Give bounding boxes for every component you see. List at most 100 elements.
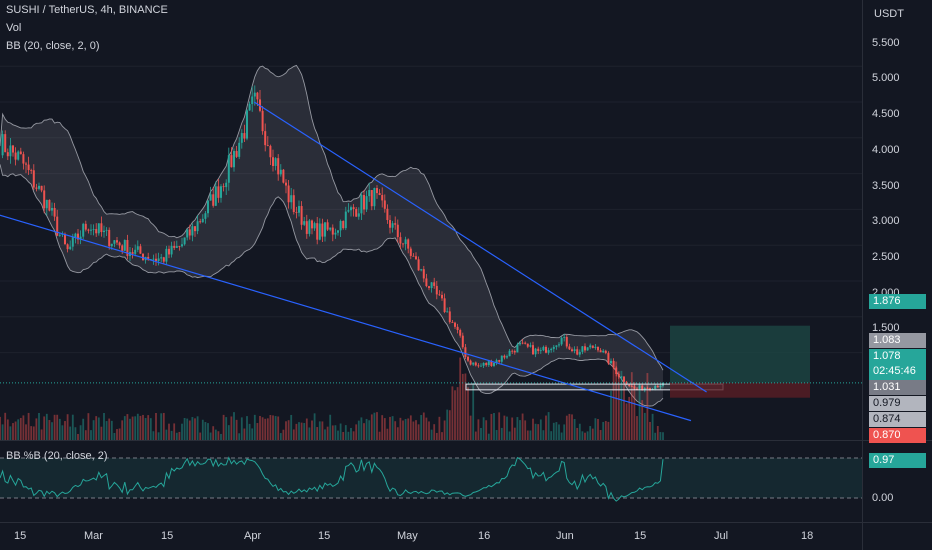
- candle-body: [610, 360, 612, 364]
- volume-bar: [139, 415, 142, 440]
- candle-body: [103, 230, 105, 233]
- candle-body: [396, 224, 399, 238]
- volume-bar: [529, 430, 532, 440]
- candle-body: [607, 353, 610, 364]
- volume-bar: [282, 429, 285, 440]
- target-price-badge: 1.876: [869, 294, 926, 309]
- candle-body: [139, 246, 142, 254]
- candle-body: [298, 206, 300, 213]
- candle-body: [659, 385, 662, 388]
- volume-bar: [116, 429, 118, 440]
- volume-bar: [324, 429, 326, 440]
- volume-bar: [415, 420, 417, 440]
- volume-bar: [615, 361, 618, 440]
- candle-body: [308, 220, 311, 234]
- candle-body: [399, 237, 402, 244]
- volume-bar: [480, 428, 482, 440]
- candle-body: [646, 388, 649, 389]
- volume-bar: [160, 413, 163, 440]
- price-tick: 3.500: [872, 180, 900, 192]
- candle-body: [542, 346, 545, 351]
- candle-body: [227, 155, 230, 183]
- volume-bar: [456, 387, 459, 440]
- volume-bar: [134, 416, 137, 440]
- candle-body: [420, 269, 423, 271]
- volume-bar: [0, 416, 1, 440]
- volume-bar: [404, 419, 407, 440]
- volume-bar: [121, 420, 124, 440]
- symbol-title[interactable]: SUSHI / TetherUS, 4h, BINANCE: [6, 4, 168, 16]
- candle-body: [51, 207, 53, 211]
- volume-bar: [175, 432, 178, 440]
- candle-body: [628, 384, 631, 387]
- volume-bar: [550, 431, 553, 440]
- volume-bar: [225, 417, 228, 440]
- stop-price-badge: 0.870: [869, 428, 926, 443]
- bb-legend[interactable]: BB (20, close, 2, 0): [6, 40, 100, 52]
- candle-body: [407, 239, 410, 249]
- volume-bar: [344, 425, 347, 440]
- last-price-value: 1.078: [873, 350, 901, 362]
- candle-body: [529, 345, 532, 347]
- candle-body: [105, 229, 108, 231]
- candle-body: [511, 350, 514, 352]
- candle-body: [378, 193, 381, 196]
- volume-bar: [118, 428, 121, 440]
- candle-body: [116, 240, 118, 243]
- candle-body: [285, 182, 287, 186]
- volume-bar: [568, 413, 571, 440]
- volume-bar: [383, 418, 386, 440]
- candle-body: [443, 298, 446, 312]
- candle-body: [363, 195, 365, 210]
- volume-bar: [269, 414, 272, 440]
- volume-bar: [490, 413, 493, 440]
- volume-bar: [656, 426, 659, 440]
- last-price-badge[interactable]: 1.078 02:45:46: [869, 349, 926, 381]
- volume-bar: [337, 430, 339, 440]
- candle-body: [656, 385, 659, 388]
- candle-body: [183, 237, 186, 245]
- volume-bar: [571, 414, 573, 440]
- candle-body: [225, 182, 228, 188]
- volume-bar: [394, 421, 397, 440]
- candle-body: [534, 348, 537, 355]
- stop-zone: [670, 382, 810, 398]
- candle-body: [188, 229, 191, 236]
- volume-bar: [300, 422, 303, 440]
- candle-body: [48, 199, 51, 211]
- volume-bar: [212, 426, 215, 440]
- volume-bar: [503, 415, 506, 440]
- candle-body: [331, 227, 334, 235]
- candle-body: [147, 256, 150, 260]
- currency-label: USDT: [874, 8, 904, 20]
- candle-body: [402, 243, 404, 245]
- volume-bar: [209, 432, 212, 440]
- volume-bar: [428, 421, 430, 440]
- percent-b-legend[interactable]: BB %B (20, close, 2): [6, 450, 108, 462]
- volume-bar: [272, 415, 274, 440]
- volume-bar: [513, 427, 516, 440]
- candle-body: [311, 220, 313, 229]
- volume-bar: [30, 426, 33, 440]
- candle-body: [467, 356, 469, 361]
- volume-bar: [441, 432, 443, 440]
- candle-body: [370, 190, 373, 207]
- volume-legend[interactable]: Vol: [6, 22, 22, 34]
- volume-bar: [95, 416, 98, 440]
- volume-bar: [45, 413, 48, 440]
- volume-bar: [214, 429, 217, 440]
- candle-body: [602, 350, 605, 353]
- candle-body: [373, 188, 376, 207]
- volume-bar: [25, 424, 27, 440]
- candle-body: [654, 385, 657, 390]
- candle-body: [248, 104, 251, 111]
- candle-body: [235, 151, 238, 157]
- volume-bar: [188, 420, 191, 440]
- candle-body: [573, 349, 576, 352]
- candle-body: [318, 223, 321, 240]
- volume-bar: [326, 426, 329, 440]
- volume-bar: [27, 412, 30, 440]
- candle-body: [326, 222, 329, 230]
- volume-bar: [402, 420, 404, 440]
